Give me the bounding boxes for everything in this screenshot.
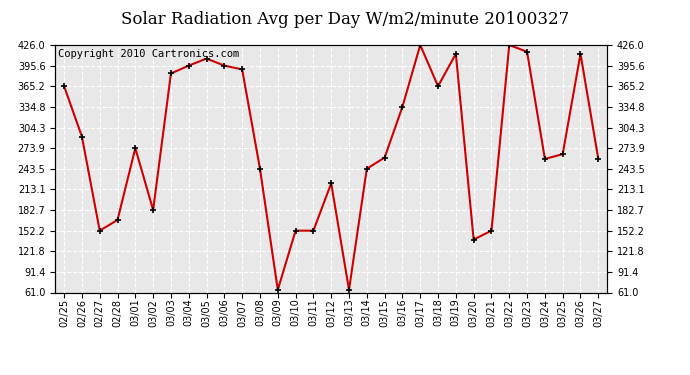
Text: Copyright 2010 Cartronics.com: Copyright 2010 Cartronics.com xyxy=(58,49,239,59)
Text: Solar Radiation Avg per Day W/m2/minute 20100327: Solar Radiation Avg per Day W/m2/minute … xyxy=(121,11,569,28)
